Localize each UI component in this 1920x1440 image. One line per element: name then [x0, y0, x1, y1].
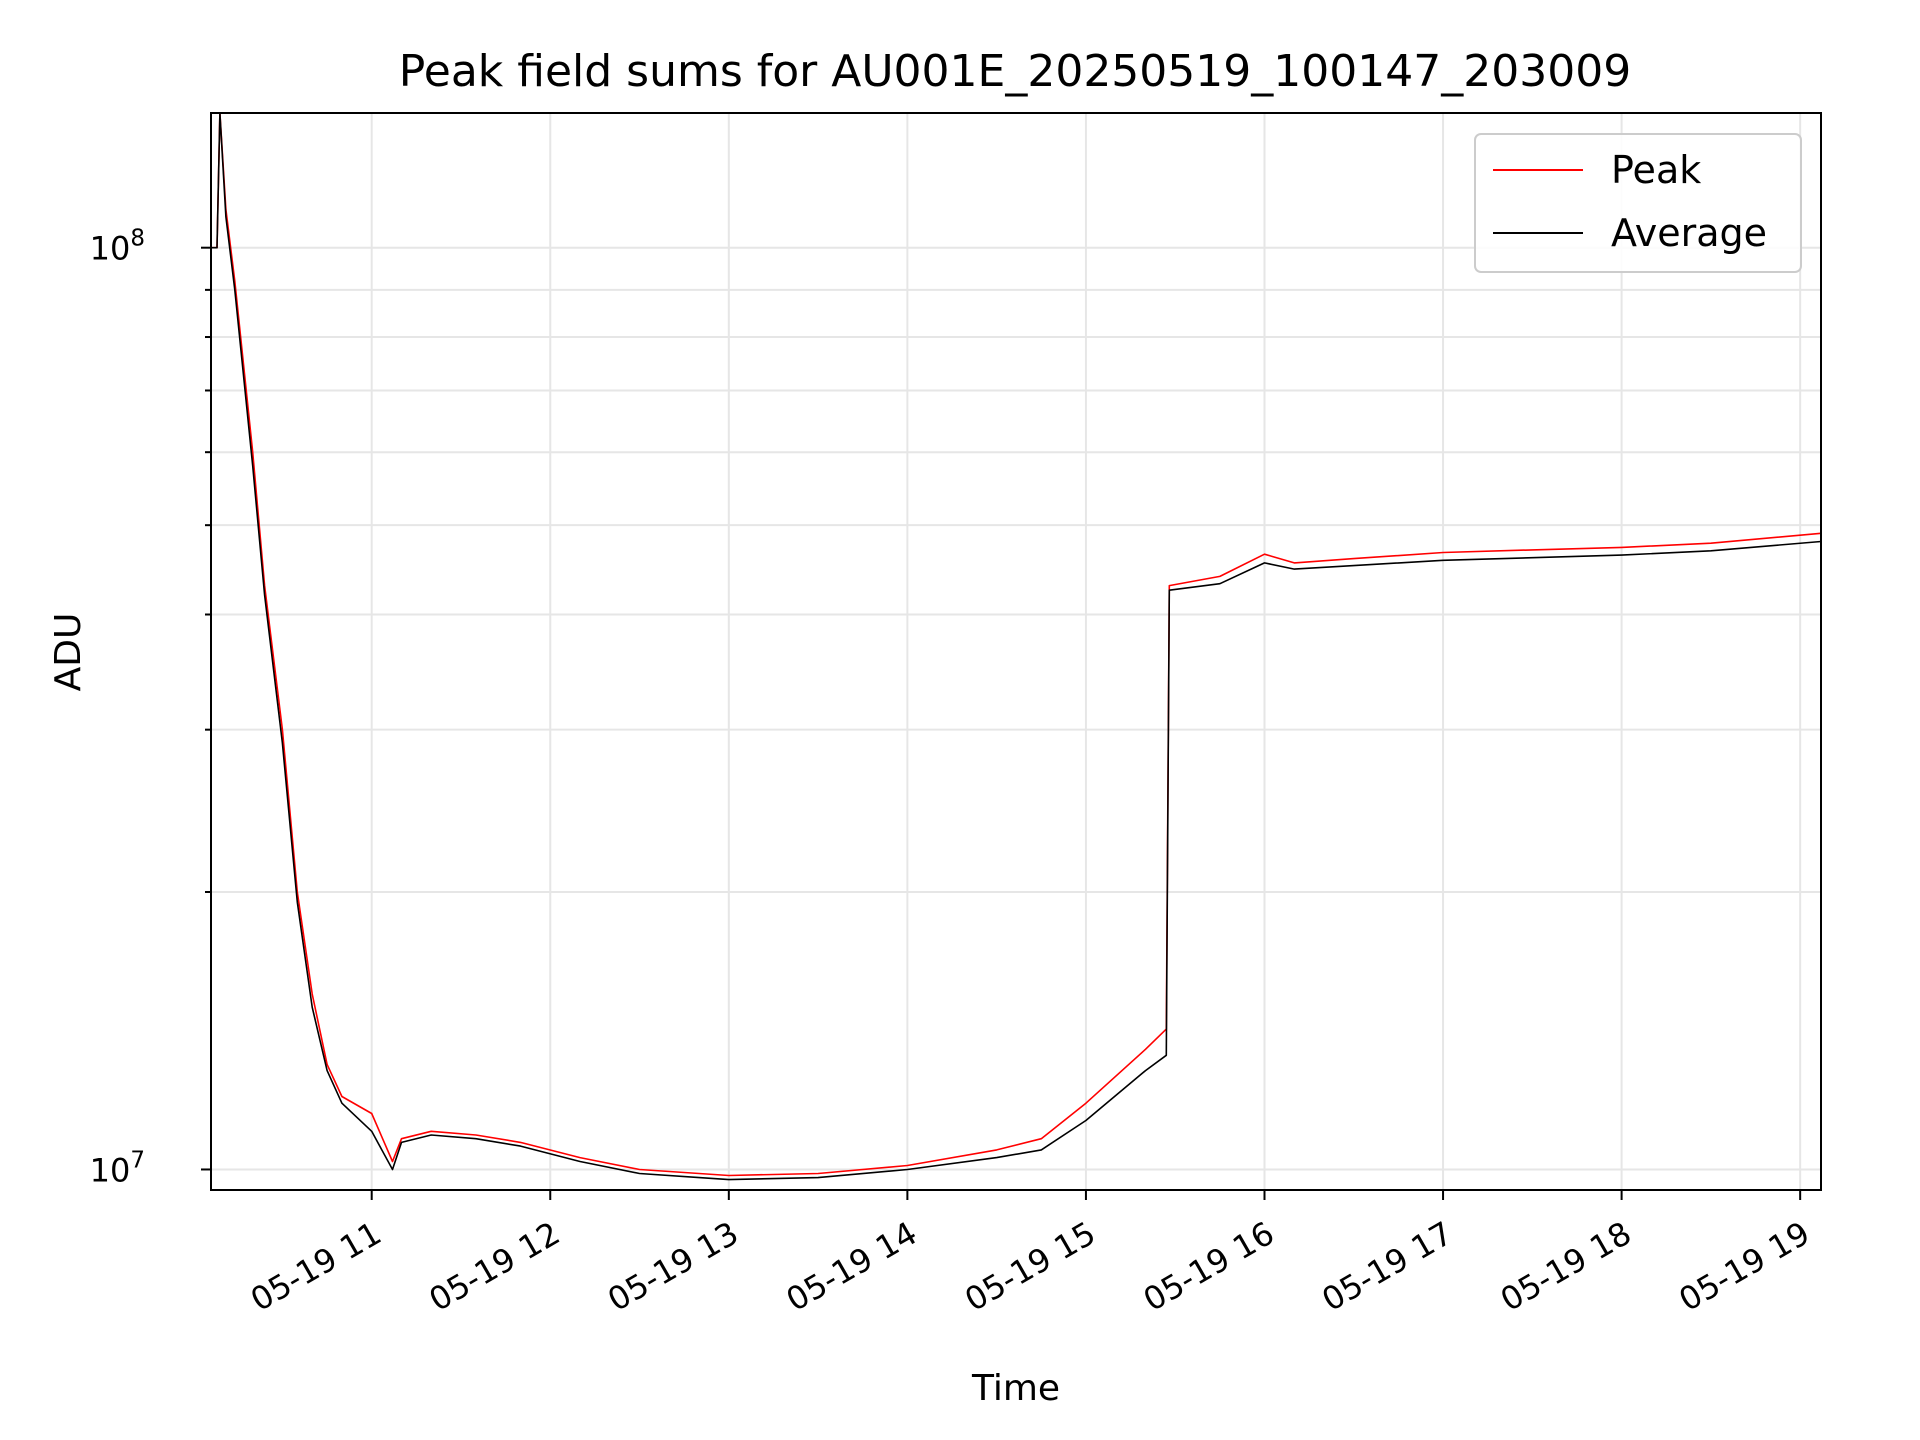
legend: Peak Average [1474, 133, 1802, 273]
plot-area-frame [210, 112, 1822, 1191]
legend-box [1474, 133, 1802, 273]
y-axis-label: ADU [48, 613, 89, 692]
legend-label-peak: Peak [1611, 148, 1701, 192]
y-axis-ticks: 107 108 [90, 226, 211, 1189]
y-tick-label: 108 [90, 226, 145, 268]
series-line-peak [211, 112, 1822, 1177]
x-axis-label: Time [971, 1368, 1060, 1409]
series-line-average [211, 112, 1822, 1181]
legend-label-average: Average [1611, 211, 1767, 255]
plot-series [211, 112, 1822, 1181]
y-tick-label: 107 [90, 1147, 145, 1189]
chart-title: Peak field sums for AU001E_20250519_1001… [399, 46, 1631, 97]
